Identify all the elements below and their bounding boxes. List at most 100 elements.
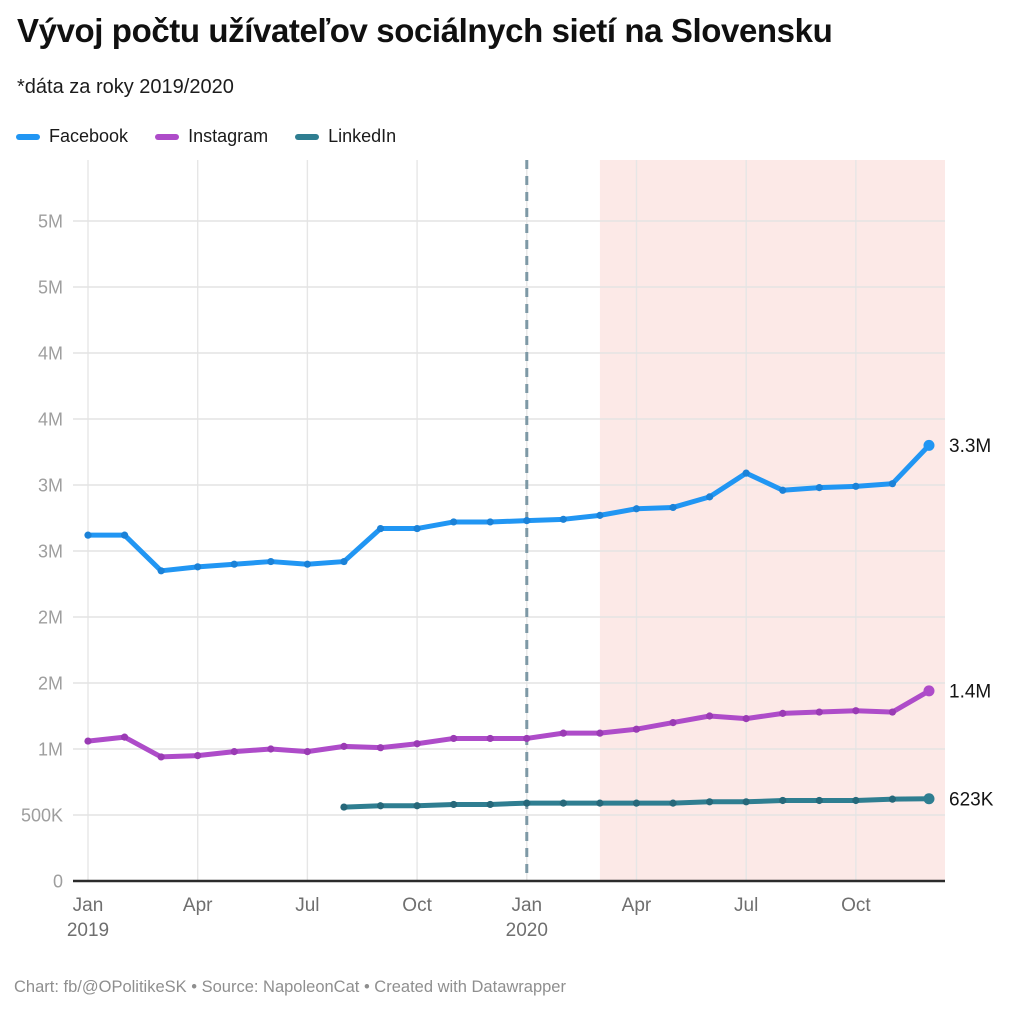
series-linkedin-point <box>888 795 897 803</box>
y-axis-tick-label: 0 <box>53 872 63 892</box>
series-instagram-point <box>669 719 677 727</box>
y-axis-tick-label: 5M <box>38 212 63 232</box>
series-linkedin-point <box>669 799 677 807</box>
series-instagram-point <box>267 745 275 753</box>
series-linkedin-point <box>376 802 385 810</box>
series-linkedin-end-label: 623K <box>949 789 994 810</box>
series-instagram-point <box>632 725 641 733</box>
y-axis-tick-label: 2M <box>38 674 63 694</box>
y-axis-tick-label: 500K <box>21 806 63 826</box>
series-facebook-point <box>706 493 714 501</box>
x-axis-tick-label: Oct <box>402 895 432 916</box>
series-instagram-point <box>230 748 238 756</box>
series-linkedin-point <box>779 796 787 805</box>
series-facebook-point <box>376 524 385 533</box>
x-axis-tick-label: Jul <box>734 895 758 916</box>
series-linkedin-end-point <box>923 793 935 805</box>
series-linkedin-point <box>340 803 348 811</box>
series-instagram-point <box>486 734 494 743</box>
series-instagram-point <box>376 744 385 752</box>
series-instagram-point <box>742 715 750 723</box>
legend-label-facebook: Facebook <box>49 126 129 146</box>
series-facebook-line <box>85 442 932 574</box>
series-instagram-point <box>888 708 897 716</box>
series-facebook-point <box>523 517 531 525</box>
y-axis-tick-label: 1M <box>38 740 63 760</box>
series-instagram-point <box>815 708 823 716</box>
x-axis-tick-label: Apr <box>183 895 213 916</box>
series-linkedin-point <box>815 796 823 805</box>
series-linkedin-point <box>852 796 860 805</box>
legend: Facebook Instagram LinkedIn <box>16 126 396 147</box>
series-instagram-point <box>120 733 129 741</box>
series-instagram-point <box>779 709 787 717</box>
series-instagram-line <box>85 688 932 760</box>
series-facebook-end-label: 3.3M <box>949 436 991 457</box>
series-facebook-point <box>84 531 92 539</box>
series-facebook-point <box>194 563 202 571</box>
series-linkedin-point <box>706 798 714 806</box>
series-facebook-point <box>632 505 641 513</box>
chart-footer: Chart: fb/@OPolitikeSK • Source: Napoleo… <box>14 978 566 996</box>
series-instagram-point <box>706 712 714 720</box>
linkedin-line-swatch <box>295 133 320 140</box>
series-instagram-end-point <box>923 685 935 697</box>
x-axis-tick-sublabel: 2020 <box>506 920 548 941</box>
series-facebook-point <box>450 518 458 526</box>
series-linkedin-point <box>523 799 531 807</box>
y-axis-tick-label: 5M <box>38 278 63 298</box>
x-axis-tick-sublabel: 2019 <box>67 920 109 941</box>
series-facebook-point <box>230 560 238 568</box>
series-facebook-point <box>267 557 275 566</box>
series-instagram-point <box>852 707 860 715</box>
series-instagram-point <box>157 753 165 761</box>
x-axis-tick-label: Oct <box>841 895 871 916</box>
legend-label-linkedin: LinkedIn <box>328 126 397 146</box>
series-facebook-point <box>596 511 604 519</box>
series-instagram-point <box>523 734 531 743</box>
series-facebook-point <box>413 524 421 533</box>
series-facebook-point <box>303 560 311 568</box>
series-facebook-end-point <box>923 439 935 451</box>
series-instagram-point <box>84 737 92 745</box>
series-instagram-point <box>194 752 202 760</box>
y-axis-tick-label: 3M <box>38 542 63 562</box>
legend-item-instagram: Instagram <box>155 126 268 147</box>
series-facebook-point <box>888 480 897 488</box>
series-facebook-point <box>669 503 677 512</box>
y-axis-tick-label: 4M <box>38 410 63 430</box>
series-instagram-point <box>450 734 458 743</box>
series-facebook-point <box>815 484 823 492</box>
chart-subtitle: *dáta za roky 2019/2020 <box>17 76 234 98</box>
series-linkedin-point <box>486 800 494 809</box>
series-facebook-point <box>340 557 348 566</box>
x-axis-tick-label: Jul <box>295 895 319 916</box>
y-axis-tick-label: 4M <box>38 344 63 364</box>
series-instagram-point <box>413 740 421 748</box>
series-instagram-point <box>340 742 348 750</box>
series-linkedin-point <box>559 799 567 807</box>
x-axis-tick-label: Jan <box>511 895 542 916</box>
series-facebook-point <box>852 482 860 490</box>
instagram-line-swatch <box>155 133 180 140</box>
series-facebook-point <box>486 518 494 526</box>
series-linkedin-point <box>596 799 604 807</box>
series-facebook-point <box>742 469 750 477</box>
series-facebook-point <box>559 515 567 523</box>
series-instagram-point <box>596 729 604 737</box>
facebook-line-swatch <box>16 133 40 140</box>
highlight-region <box>599 160 945 881</box>
y-axis-tick-label: 2M <box>38 608 63 628</box>
y-axis-tick-label: 3M <box>38 476 63 496</box>
chart-title: Vývoj počtu užívateľov sociálnych sietí … <box>17 12 833 49</box>
series-facebook-point <box>120 531 129 539</box>
series-instagram-end-label: 1.4M <box>949 681 991 702</box>
series-facebook-point <box>779 486 787 494</box>
legend-label-instagram: Instagram <box>188 126 269 146</box>
series-linkedin-point <box>450 800 458 809</box>
x-axis-tick-label: Apr <box>622 895 652 916</box>
x-axis-tick-label: Jan <box>73 895 104 916</box>
legend-item-linkedin: LinkedIn <box>295 126 396 147</box>
legend-item-facebook: Facebook <box>16 126 128 147</box>
